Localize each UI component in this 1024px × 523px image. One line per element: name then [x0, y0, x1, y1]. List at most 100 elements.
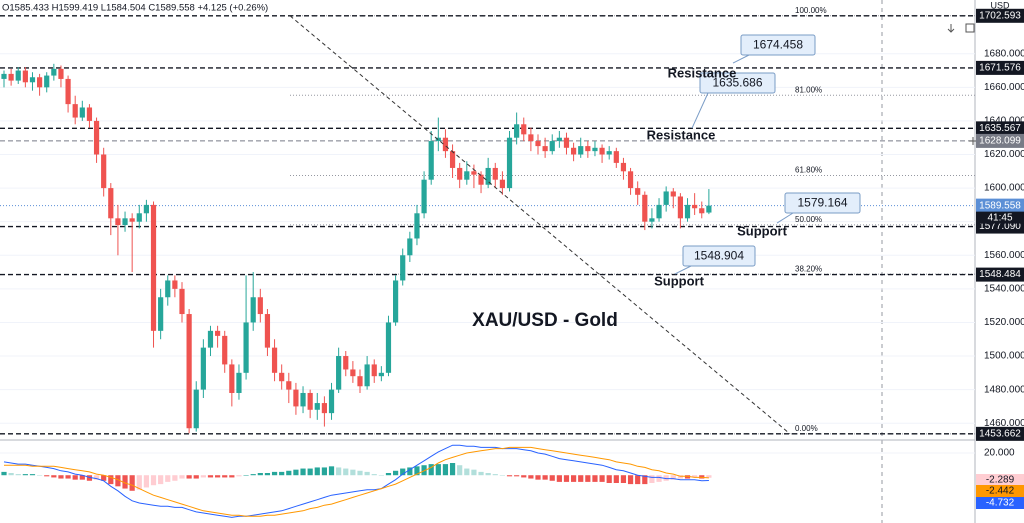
y-tick-label: 20.000: [984, 448, 1015, 459]
candle-body: [642, 194, 648, 222]
indicator-badge-label: -2.442: [986, 486, 1015, 497]
candle-body: [293, 389, 299, 407]
candle-body: [414, 213, 420, 239]
histogram-bar: [314, 467, 320, 476]
histogram-bar: [414, 466, 420, 476]
candle-body: [620, 162, 627, 172]
histogram-bar: [115, 475, 121, 487]
chart-title: XAU/USD - Gold: [472, 310, 618, 331]
candle-body: [670, 191, 676, 197]
candle-body: [343, 356, 349, 370]
histogram-bar: [193, 475, 199, 479]
histogram-bar: [571, 475, 577, 482]
indicator-badge-label: -4.732: [986, 498, 1015, 509]
histogram-bar: [72, 475, 78, 480]
histogram-bar: [207, 475, 214, 478]
histogram-bar: [279, 471, 285, 476]
price-badge: [976, 198, 1024, 213]
histogram-bar: [271, 471, 278, 476]
candle-body: [663, 191, 669, 205]
histogram-bar: [93, 475, 100, 480]
y-tick-label: 1520.000: [984, 317, 1024, 328]
candle-body: [264, 314, 271, 348]
candle-body: [385, 322, 392, 373]
candle-body: [207, 330, 214, 348]
autoscale-icon[interactable]: [965, 23, 975, 33]
candle-body: [51, 68, 57, 76]
histogram-bar: [393, 470, 399, 476]
histogram-bar: [129, 475, 135, 491]
candle-body: [364, 364, 370, 387]
annotation: Support: [654, 273, 704, 288]
fib-label: 0.00%: [795, 424, 818, 433]
candle-body: [29, 77, 36, 83]
candle-body: [200, 347, 206, 390]
histogram-bar: [492, 474, 498, 476]
y-tick-label: 1460.000: [984, 418, 1024, 429]
histogram-bar: [542, 475, 548, 480]
histogram-bar: [371, 474, 377, 476]
candle-body: [435, 137, 441, 142]
candle-body: [179, 288, 185, 315]
callout-label: 1579.164: [797, 196, 847, 210]
histogram-bar: [535, 475, 541, 480]
histogram-bar: [65, 475, 71, 479]
histogram-bar: [471, 469, 477, 476]
candle-body: [471, 171, 477, 175]
histogram-bar: [357, 470, 363, 476]
scroll-icon[interactable]: [947, 24, 955, 33]
indicator-badge: [976, 485, 1024, 497]
candle-body: [528, 134, 534, 142]
histogram-bar: [336, 467, 342, 476]
candle-body: [215, 330, 221, 336]
candle-body: [677, 196, 683, 219]
candle-body: [15, 70, 21, 81]
histogram-bar: [435, 464, 441, 476]
price-badge: [976, 267, 1024, 282]
histogram-bar: [442, 464, 449, 476]
plot: 1680.000 1660.000 1640.000 1620.000 1600.000…: [0, 6, 1024, 518]
candle-body: [122, 218, 128, 226]
histogram-bar: [186, 475, 192, 479]
histogram-bar: [179, 475, 185, 479]
histogram-bar: [428, 464, 434, 476]
candle-body: [699, 208, 705, 214]
callout-label: 1548.904: [694, 249, 744, 263]
candle-body: [143, 204, 149, 214]
price-badge: [976, 133, 1024, 148]
candle-body: [357, 376, 363, 387]
candle-body: [108, 188, 114, 219]
histogram-bar: [528, 475, 534, 479]
candle-body: [421, 179, 427, 214]
candle-body: [279, 372, 285, 382]
macd-line: [3, 444, 709, 518]
histogram-bar: [521, 475, 527, 478]
candle-body: [549, 141, 555, 152]
histogram-bar: [143, 475, 149, 488]
histogram-bar: [37, 475, 43, 476]
axis-controls[interactable]: [947, 23, 975, 33]
countdown-badge: [976, 211, 1024, 224]
y-tick-label: 1540.000: [984, 283, 1024, 294]
callout-box: [699, 72, 776, 94]
histogram-bar: [485, 473, 491, 476]
histogram-bar: [449, 463, 456, 476]
candle-body: [129, 218, 135, 222]
candle-body: [449, 151, 456, 168]
fib-label: 61.80%: [795, 166, 822, 175]
candle-body: [37, 77, 43, 88]
histogram-bar: [656, 475, 662, 482]
candle-body: [314, 403, 320, 410]
y-tick-label: 1480.000: [984, 384, 1024, 395]
annotation: Resistance: [647, 127, 716, 142]
candle-body: [243, 322, 249, 373]
histogram-bar: [364, 471, 370, 476]
histogram-bar: [635, 475, 641, 485]
candle-body: [656, 204, 662, 219]
histogram-bar: [499, 475, 505, 476]
candle-body: [136, 213, 142, 222]
callout-pointer: [732, 54, 750, 64]
candle-body: [165, 280, 171, 298]
fib-label: 38.20%: [795, 264, 822, 273]
histogram-bar: [599, 475, 605, 482]
